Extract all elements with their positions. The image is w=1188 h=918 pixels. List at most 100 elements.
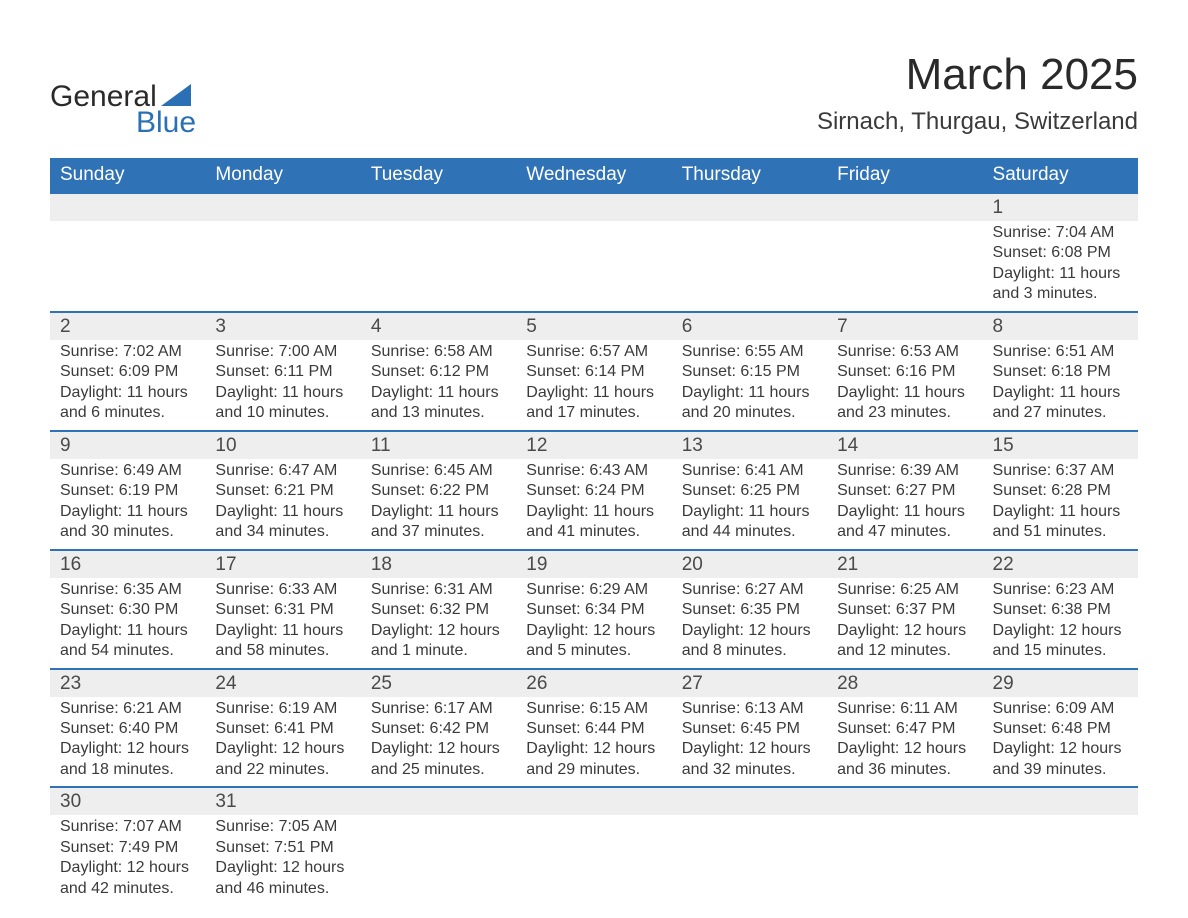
day-detail-cell — [361, 815, 516, 905]
day-number: 22 — [983, 550, 1138, 578]
day-number: 25 — [361, 669, 516, 697]
day-number: 29 — [983, 669, 1138, 697]
day-detail-cell: Sunrise: 6:25 AMSunset: 6:37 PMDaylight:… — [827, 578, 982, 669]
day-detail-cell: Sunrise: 7:07 AMSunset: 7:49 PMDaylight:… — [50, 815, 205, 905]
day-detail-cell — [672, 221, 827, 312]
day-number — [516, 787, 671, 815]
day-number: 26 — [516, 669, 671, 697]
day-number: 5 — [516, 312, 671, 340]
day-detail-row: Sunrise: 6:49 AMSunset: 6:19 PMDaylight:… — [50, 459, 1138, 550]
day-detail-cell — [672, 815, 827, 905]
day-detail-cell: Sunrise: 6:49 AMSunset: 6:19 PMDaylight:… — [50, 459, 205, 550]
day-detail-cell: Sunrise: 6:35 AMSunset: 6:30 PMDaylight:… — [50, 578, 205, 669]
day-detail-cell: Sunrise: 6:15 AMSunset: 6:44 PMDaylight:… — [516, 697, 671, 788]
day-number: 3 — [205, 312, 360, 340]
day-number — [672, 787, 827, 815]
weekday-header: Monday — [205, 158, 360, 193]
day-number — [205, 193, 360, 221]
day-detail-cell — [205, 221, 360, 312]
brand-word-blue: Blue — [50, 106, 196, 140]
day-number: 7 — [827, 312, 982, 340]
weekday-header: Tuesday — [361, 158, 516, 193]
day-detail-cell: Sunrise: 6:57 AMSunset: 6:14 PMDaylight:… — [516, 340, 671, 431]
day-detail-cell: Sunrise: 6:58 AMSunset: 6:12 PMDaylight:… — [361, 340, 516, 431]
day-detail-cell: Sunrise: 6:53 AMSunset: 6:16 PMDaylight:… — [827, 340, 982, 431]
day-detail-cell: Sunrise: 7:00 AMSunset: 6:11 PMDaylight:… — [205, 340, 360, 431]
day-detail-cell: Sunrise: 6:21 AMSunset: 6:40 PMDaylight:… — [50, 697, 205, 788]
day-detail-cell — [516, 221, 671, 312]
day-number: 20 — [672, 550, 827, 578]
day-number: 9 — [50, 431, 205, 459]
day-detail-cell: Sunrise: 6:37 AMSunset: 6:28 PMDaylight:… — [983, 459, 1138, 550]
day-detail-cell: Sunrise: 6:23 AMSunset: 6:38 PMDaylight:… — [983, 578, 1138, 669]
weekday-header: Wednesday — [516, 158, 671, 193]
day-detail-row: Sunrise: 7:02 AMSunset: 6:09 PMDaylight:… — [50, 340, 1138, 431]
day-number: 6 — [672, 312, 827, 340]
day-detail-cell: Sunrise: 6:09 AMSunset: 6:48 PMDaylight:… — [983, 697, 1138, 788]
day-detail-cell: Sunrise: 6:29 AMSunset: 6:34 PMDaylight:… — [516, 578, 671, 669]
day-number — [361, 787, 516, 815]
day-detail-cell: Sunrise: 6:45 AMSunset: 6:22 PMDaylight:… — [361, 459, 516, 550]
calendar-body: 1Sunrise: 7:04 AMSunset: 6:08 PMDaylight… — [50, 193, 1138, 905]
day-detail-cell: Sunrise: 6:11 AMSunset: 6:47 PMDaylight:… — [827, 697, 982, 788]
day-number: 27 — [672, 669, 827, 697]
day-detail-cell — [827, 815, 982, 905]
day-number: 17 — [205, 550, 360, 578]
title-block: March 2025 Sirnach, Thurgau, Switzerland — [817, 50, 1138, 136]
day-number: 18 — [361, 550, 516, 578]
day-detail-cell: Sunrise: 6:19 AMSunset: 6:41 PMDaylight:… — [205, 697, 360, 788]
day-number: 11 — [361, 431, 516, 459]
daynum-row: 2345678 — [50, 312, 1138, 340]
calendar-table: Sunday Monday Tuesday Wednesday Thursday… — [50, 158, 1138, 905]
day-number: 30 — [50, 787, 205, 815]
weekday-header: Friday — [827, 158, 982, 193]
day-detail-cell: Sunrise: 6:41 AMSunset: 6:25 PMDaylight:… — [672, 459, 827, 550]
day-detail-cell — [361, 221, 516, 312]
daynum-row: 23242526272829 — [50, 669, 1138, 697]
day-detail-cell: Sunrise: 6:13 AMSunset: 6:45 PMDaylight:… — [672, 697, 827, 788]
day-number: 12 — [516, 431, 671, 459]
day-number: 19 — [516, 550, 671, 578]
day-detail-cell: Sunrise: 6:47 AMSunset: 6:21 PMDaylight:… — [205, 459, 360, 550]
day-number — [827, 787, 982, 815]
day-number — [516, 193, 671, 221]
day-detail-cell: Sunrise: 6:17 AMSunset: 6:42 PMDaylight:… — [361, 697, 516, 788]
day-number: 13 — [672, 431, 827, 459]
day-number: 1 — [983, 193, 1138, 221]
day-number: 28 — [827, 669, 982, 697]
day-detail-cell: Sunrise: 6:27 AMSunset: 6:35 PMDaylight:… — [672, 578, 827, 669]
month-title: March 2025 — [817, 50, 1138, 100]
day-detail-cell: Sunrise: 7:04 AMSunset: 6:08 PMDaylight:… — [983, 221, 1138, 312]
day-number — [983, 787, 1138, 815]
daynum-row: 16171819202122 — [50, 550, 1138, 578]
day-number — [361, 193, 516, 221]
day-detail-cell: Sunrise: 6:33 AMSunset: 6:31 PMDaylight:… — [205, 578, 360, 669]
day-detail-row: Sunrise: 6:35 AMSunset: 6:30 PMDaylight:… — [50, 578, 1138, 669]
day-detail-cell: Sunrise: 6:55 AMSunset: 6:15 PMDaylight:… — [672, 340, 827, 431]
day-number: 10 — [205, 431, 360, 459]
day-detail-cell: Sunrise: 6:39 AMSunset: 6:27 PMDaylight:… — [827, 459, 982, 550]
day-detail-cell — [983, 815, 1138, 905]
weekday-header: Thursday — [672, 158, 827, 193]
day-number: 14 — [827, 431, 982, 459]
day-number: 21 — [827, 550, 982, 578]
day-number: 23 — [50, 669, 205, 697]
location-subtitle: Sirnach, Thurgau, Switzerland — [817, 108, 1138, 136]
day-number: 2 — [50, 312, 205, 340]
day-detail-cell: Sunrise: 7:05 AMSunset: 7:51 PMDaylight:… — [205, 815, 360, 905]
day-detail-cell — [50, 221, 205, 312]
day-number — [672, 193, 827, 221]
day-detail-cell — [827, 221, 982, 312]
day-detail-cell — [516, 815, 671, 905]
day-number: 24 — [205, 669, 360, 697]
document-header: General Blue March 2025 Sirnach, Thurgau… — [50, 50, 1138, 140]
daynum-row: 3031 — [50, 787, 1138, 815]
day-detail-cell: Sunrise: 6:43 AMSunset: 6:24 PMDaylight:… — [516, 459, 671, 550]
day-number: 31 — [205, 787, 360, 815]
day-number: 4 — [361, 312, 516, 340]
day-number: 16 — [50, 550, 205, 578]
day-detail-cell: Sunrise: 7:02 AMSunset: 6:09 PMDaylight:… — [50, 340, 205, 431]
weekday-header: Sunday — [50, 158, 205, 193]
day-detail-row: Sunrise: 7:04 AMSunset: 6:08 PMDaylight:… — [50, 221, 1138, 312]
day-detail-row: Sunrise: 7:07 AMSunset: 7:49 PMDaylight:… — [50, 815, 1138, 905]
